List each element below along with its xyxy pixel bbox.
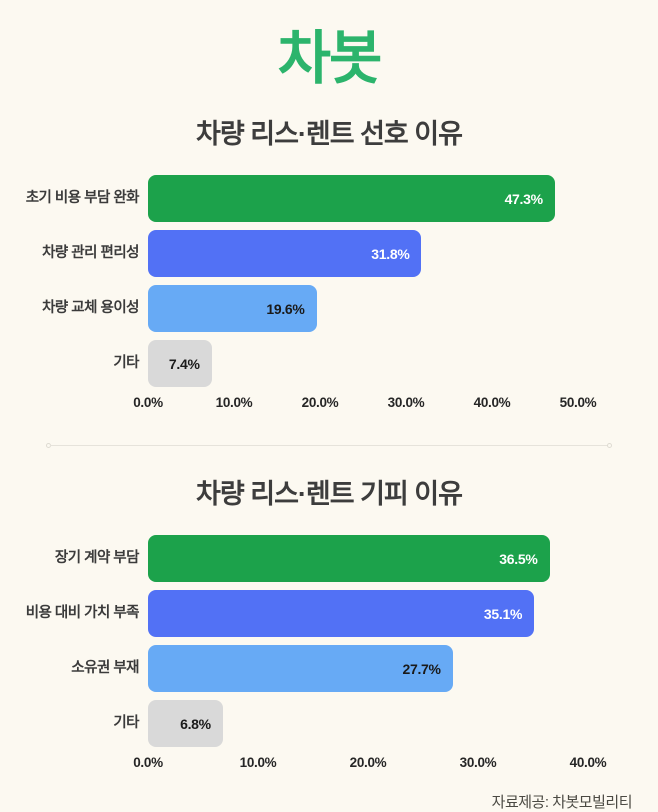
category-label: 차량 관리 편리성 (42, 245, 139, 262)
value-label: 27.7% (402, 660, 441, 677)
bar-row: 차량 교체 용이성 19.6% (8, 285, 658, 332)
bar-row: 소유권 부재 27.7% (8, 645, 658, 692)
bar-segment: 6.8% (148, 700, 223, 747)
x-axis-tick-label: 20.0% (349, 755, 387, 770)
value-label: 47.3% (504, 190, 544, 207)
category-label: 기타 (113, 715, 139, 732)
value-label: 35.1% (483, 605, 523, 622)
chart-title-preference: 차량 리스·렌트 선호 이유 (196, 119, 463, 149)
value-label: 31.8% (371, 245, 410, 262)
bar-segment: 19.6% (148, 285, 317, 332)
divider-line (50, 445, 608, 446)
category-label: 차량 교체 용이성 (42, 300, 139, 317)
bar-segment: 7.4% (148, 340, 212, 387)
category-label: 비용 대비 가치 부족 (25, 605, 140, 622)
section-divider (46, 443, 612, 448)
value-label: 6.8% (180, 715, 211, 732)
x-axis-tick-label: 50.0% (559, 395, 597, 410)
header: 차봇 (0, 0, 658, 102)
x-axis-tick-label: 40.0% (569, 755, 607, 770)
bar-segment: 31.8% (148, 230, 422, 277)
value-label: 36.5% (499, 550, 538, 567)
bar-row: 차량 관리 편리성 31.8% (8, 230, 658, 277)
bar-segment: 27.7% (148, 645, 453, 692)
x-axis-preference: 0.0% 10.0% 20.0% 30.0% 40.0% 50.0% (133, 395, 658, 417)
bar-row: 장기 계약 부담 36.5% (8, 535, 658, 582)
category-label: 초기 비용 부담 완화 (25, 190, 140, 207)
value-label: 19.6% (266, 300, 305, 317)
divider-end-dot-right (607, 443, 612, 448)
x-axis-tick-label: 30.0% (387, 395, 425, 410)
bar-row: 비용 대비 가치 부족 35.1% (8, 590, 658, 637)
chart-title-avoidance: 차량 리스·렌트 기피 이유 (196, 479, 463, 509)
category-label: 기타 (113, 355, 139, 372)
x-axis-tick-label: 30.0% (459, 755, 497, 770)
x-axis-tick-label: 20.0% (301, 395, 339, 410)
bar-segment: 36.5% (148, 535, 550, 582)
bar-segment: 35.1% (148, 590, 535, 637)
bar-row: 기타 7.4% (8, 340, 658, 387)
bars-area-preference: 초기 비용 부담 완화 47.3% 차량 관리 편리성 31.8% 차량 교체 용이성 1… (0, 175, 658, 387)
x-axis-tick-label: 10.0% (215, 395, 253, 410)
x-axis-tick-label: 40.0% (473, 395, 511, 410)
source-credit: 자료제공: 차봇모빌리티 (491, 794, 633, 811)
chabot-logo: 차봇 (277, 26, 383, 91)
x-axis-tick-label: 0.0% (133, 395, 163, 410)
x-axis-tick-label: 0.0% (133, 755, 163, 770)
chart-preference-reasons: 차량 리스·렌트 선호 이유 초기 비용 부담 완화 47.3% 차량 관리 편리성… (0, 112, 658, 417)
value-label: 7.4% (168, 355, 200, 372)
category-label: 장기 계약 부담 (54, 550, 140, 567)
category-label: 소유권 부재 (71, 660, 139, 677)
bar-segment: 47.3% (148, 175, 555, 222)
chart-avoidance-reasons: 차량 리스·렌트 기피 이유 장기 계약 부담 36.5% 비용 대비 가치 부족 3… (0, 472, 658, 777)
bar-row: 초기 비용 부담 완화 47.3% (8, 175, 658, 222)
bar-row: 기타 6.8% (8, 700, 658, 747)
x-axis-tick-label: 10.0% (239, 755, 277, 770)
bars-area-avoidance: 장기 계약 부담 36.5% 비용 대비 가치 부족 35.1% 소유권 부재 27.7%… (0, 535, 658, 747)
x-axis-avoidance: 0.0% 10.0% 20.0% 30.0% 40.0% (133, 755, 658, 777)
